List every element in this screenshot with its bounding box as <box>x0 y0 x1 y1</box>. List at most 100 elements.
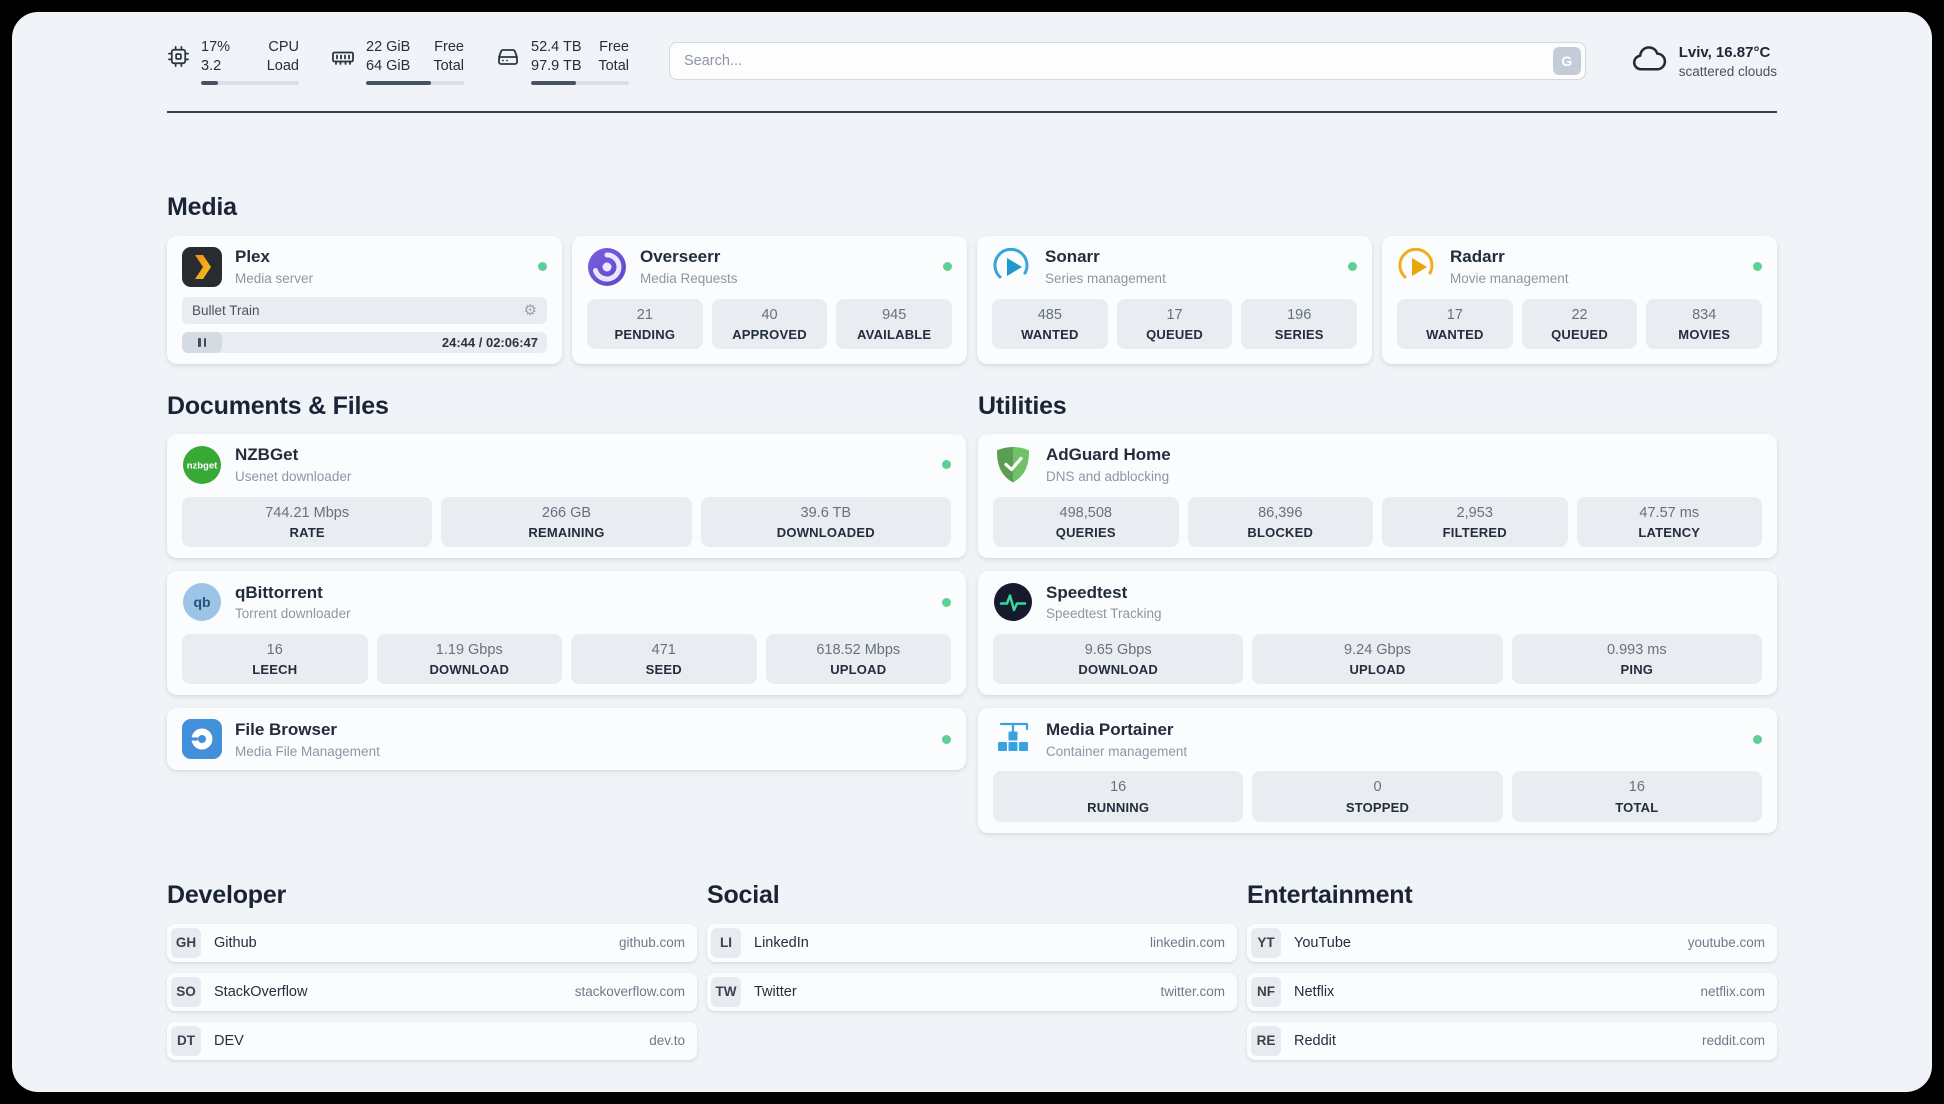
bookmark-domain: github.com <box>618 935 685 951</box>
bookmark-domain: linkedin.com <box>1149 935 1225 951</box>
system-stats: 17% CPU 3.2 Load <box>167 38 629 85</box>
app-card-filebrowser[interactable]: File Browser Media File Management <box>167 708 966 771</box>
search-input[interactable] <box>669 42 1586 81</box>
app-name: Speedtest <box>1046 582 1128 602</box>
playback-progress: 24:44 / 02:06:47 <box>182 331 547 353</box>
documents-column: Documents & Files nzbget NZBGet Usenet d… <box>167 392 966 771</box>
bookmark-domain: twitter.com <box>1160 984 1225 1000</box>
radarr-icon <box>1397 247 1437 287</box>
status-dot-online <box>1753 262 1762 272</box>
app-name: Radarr <box>1450 247 1505 267</box>
bookmark-name: YouTube <box>1294 934 1351 951</box>
bookmark-twitter[interactable]: TW Twitter twitter.com <box>707 972 1237 1011</box>
bookmark-badge: YT <box>1251 927 1281 958</box>
app-description: DNS and adblocking <box>1046 468 1170 484</box>
ram-free-label: Free <box>434 39 464 55</box>
bookmark-name: Netflix <box>1294 983 1335 1000</box>
stat-tile: 47.57 ms LATENCY <box>1576 496 1762 548</box>
entertainment-column: Entertainment YT YouTube youtube.com NF … <box>1247 881 1777 1060</box>
bookmark-linkedin[interactable]: LI LinkedIn linkedin.com <box>707 923 1237 962</box>
disk-total-label: Total <box>598 57 629 74</box>
social-section-title: Social <box>707 880 780 909</box>
status-dot-online <box>538 262 547 272</box>
bookmark-github[interactable]: GH Github github.com <box>167 923 697 962</box>
disk-icon <box>496 45 520 69</box>
app-description: Media File Management <box>235 743 380 759</box>
app-name: Plex <box>235 247 270 267</box>
stat-tile: 945 AVAILABLE <box>836 298 953 350</box>
app-card-overseerr[interactable]: Overseerr Media Requests 21 PENDING 40 A… <box>572 235 967 364</box>
bookmark-name: DEV <box>214 1032 244 1049</box>
gear-icon[interactable]: ⚙ <box>523 301 537 319</box>
app-card-speedtest[interactable]: Speedtest Speedtest Tracking 9.65 Gbps D… <box>978 571 1777 696</box>
sonarr-icon <box>992 247 1032 287</box>
stat-tile: 9.65 Gbps DOWNLOAD <box>993 634 1244 685</box>
developer-section-title: Developer <box>167 880 287 909</box>
stat-tile: 22 QUEUED <box>1521 298 1638 350</box>
stat-tile: 744.21 Mbps RATE <box>182 496 433 548</box>
bookmark-dev[interactable]: DT DEV dev.to <box>167 1021 697 1060</box>
app-description: Movie management <box>1450 270 1569 286</box>
stat-tile: 0 STOPPED <box>1252 771 1503 822</box>
status-dot-online <box>1348 262 1357 272</box>
app-description: Container management <box>1046 743 1188 759</box>
app-description: Usenet downloader <box>235 468 352 484</box>
app-card-sonarr[interactable]: Sonarr Series management 485 WANTED 17 Q… <box>977 235 1372 364</box>
cpu-progress-bar <box>201 80 299 85</box>
app-name: Media Portainer <box>1046 720 1174 740</box>
utilities-section-title: Utilities <box>978 391 1067 420</box>
app-card-qbittorrent[interactable]: qb qBittorrent Torrent downloader 16 LEE… <box>167 571 966 696</box>
stat-tile: 498,508 QUERIES <box>993 496 1179 548</box>
bookmark-youtube[interactable]: YT YouTube youtube.com <box>1247 923 1777 962</box>
stat-tile: 0.993 ms PING <box>1511 634 1762 685</box>
bookmark-stackoverflow[interactable]: SO StackOverflow stackoverflow.com <box>167 972 697 1011</box>
app-card-radarr[interactable]: Radarr Movie management 17 WANTED 22 QUE… <box>1382 235 1777 364</box>
stat-tile: 9.24 Gbps UPLOAD <box>1252 634 1503 685</box>
overseerr-icon <box>587 247 627 287</box>
app-card-adguard[interactable]: AdGuard Home DNS and adblocking 498,508 … <box>978 433 1777 559</box>
bookmark-reddit[interactable]: RE Reddit reddit.com <box>1247 1021 1777 1060</box>
disk-stat: 52.4 TB Free 97.9 TB Total <box>496 38 629 85</box>
bookmark-badge: LI <box>711 927 741 958</box>
utilities-column: Utilities AdGuard Home DNS and adblockin… <box>978 392 1777 833</box>
bookmark-badge: RE <box>1251 1025 1281 1056</box>
bookmark-badge: NF <box>1251 976 1281 1007</box>
bookmark-domain: dev.to <box>649 1033 685 1049</box>
disk-free-value: 52.4 TB <box>531 39 582 55</box>
bookmark-domain: stackoverflow.com <box>574 984 685 1000</box>
stat-tile: 1.19 Gbps DOWNLOAD <box>376 634 562 685</box>
stat-tile: 471 SEED <box>571 634 757 685</box>
stat-tile: 21 PENDING <box>587 298 703 350</box>
section-media: Media Plex <box>167 193 1777 364</box>
weather-location: Lviv, 16.87°C <box>1678 43 1771 61</box>
status-dot-online <box>1753 734 1762 744</box>
app-card-plex[interactable]: Plex Media server Bullet Train ⚙ 24:44 /… <box>167 235 562 364</box>
app-description: Speedtest Tracking <box>1046 606 1162 622</box>
stat-tile: 40 APPROVED <box>711 298 828 350</box>
filebrowser-icon <box>182 719 222 760</box>
bookmark-netflix[interactable]: NF Netflix netflix.com <box>1247 972 1777 1011</box>
social-column: Social LI LinkedIn linkedin.com TW Twitt… <box>707 881 1237 1011</box>
bookmark-name: LinkedIn <box>754 934 809 951</box>
search-engine-button[interactable]: G <box>1552 47 1581 76</box>
search-bar: G <box>669 42 1586 81</box>
bookmark-name: StackOverflow <box>214 983 308 1000</box>
bookmark-badge: SO <box>171 976 201 1007</box>
stat-tile: 485 WANTED <box>992 298 1108 350</box>
pause-button[interactable] <box>182 331 222 353</box>
cpu-stat: 17% CPU 3.2 Load <box>167 38 299 85</box>
speedtest-pulse-icon <box>993 582 1033 622</box>
nzbget-icon: nzbget <box>182 445 222 485</box>
app-card-portainer[interactable]: Media Portainer Container management 16 … <box>978 708 1777 833</box>
bookmark-domain: netflix.com <box>1700 984 1765 1000</box>
stat-tile: 16 LEECH <box>182 634 368 685</box>
app-name: AdGuard Home <box>1046 445 1171 465</box>
plex-icon <box>182 246 222 287</box>
status-dot-online <box>942 597 951 607</box>
stat-tile: 17 WANTED <box>1397 298 1513 350</box>
top-header: 17% CPU 3.2 Load <box>167 38 1777 85</box>
app-card-nzbget[interactable]: nzbget NZBGet Usenet downloader 744.21 M… <box>167 433 966 559</box>
cpu-label: CPU <box>268 39 299 55</box>
app-description: Series management <box>1045 270 1166 286</box>
dashboard-page: 17% CPU 3.2 Load <box>12 12 1932 1092</box>
